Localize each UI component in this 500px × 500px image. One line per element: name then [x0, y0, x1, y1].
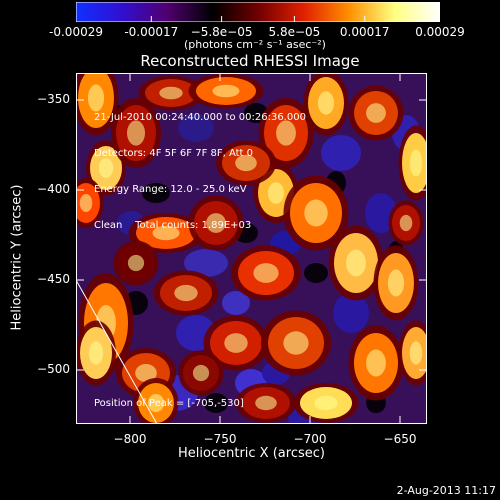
heatmap-blob — [255, 395, 277, 411]
heatmap-blob — [135, 364, 157, 382]
heatmap-blob — [333, 293, 369, 333]
heatmap-blob — [222, 291, 250, 315]
heatmap-blob — [87, 84, 105, 112]
colorbar — [76, 2, 440, 22]
colorbar-tick-label: −5.8e−05 — [190, 25, 253, 39]
colorbar-units: (photons cm⁻² s⁻¹ asec⁻²) — [184, 38, 326, 51]
heatmap-blob — [159, 86, 183, 100]
heatmap-blob — [178, 114, 214, 142]
x-axis-tick-label: −650 — [383, 432, 417, 446]
annotation-clean-counts: Clean Total counts: 1.89E+03 — [94, 220, 252, 231]
y-axis-tick-label: −500 — [37, 362, 70, 376]
heatmap-blob — [127, 120, 145, 146]
heatmap-blob — [276, 120, 296, 146]
heatmap-blob — [399, 214, 413, 232]
heatmap-blob — [184, 249, 228, 277]
y-axis-tick-label: −350 — [37, 92, 70, 106]
heatmap-blob — [79, 194, 93, 212]
x-axis-tick-label: −750 — [203, 432, 237, 446]
heatmap-blob — [283, 331, 309, 355]
heatmap-blob — [304, 263, 328, 283]
heatmap-plot — [76, 73, 427, 424]
footer-date: 2-Aug-2013 11:17 — [396, 484, 496, 497]
heatmap-blob — [387, 269, 405, 297]
limb-line — [76, 279, 158, 424]
colorbar-tick-label: 5.8e−05 — [268, 25, 321, 39]
heatmap-blob — [366, 103, 386, 123]
annotation-time-range: 21-Jul-2010 00:24:40.000 to 00:26:36.000 — [94, 112, 306, 123]
y-axis-tick-label: −450 — [37, 272, 70, 286]
y-axis-tick-label: −400 — [37, 182, 70, 196]
annotation-block: 21-Jul-2010 00:24:40.000 to 00:26:36.000… — [94, 88, 306, 244]
heatmap-blob — [152, 225, 180, 241]
x-axis-tick-label: −800 — [113, 432, 147, 446]
heatmap-blob — [192, 364, 210, 382]
colorbar-tick-label: -0.00029 — [49, 25, 103, 39]
chart-title: Reconstructed RHESSI Image — [140, 52, 360, 70]
y-axis-label: Heliocentric Y (arcsec) — [9, 184, 25, 331]
heatmap-blob — [409, 149, 423, 177]
x-axis-tick-label: −700 — [293, 432, 327, 446]
heatmap-blob — [267, 182, 285, 204]
heatmap-blob — [147, 394, 165, 412]
colorbar-tick-label: 0.00029 — [415, 25, 465, 39]
heatmap-blob — [321, 135, 361, 171]
heatmap-blob — [98, 158, 114, 178]
colorbar-tick-label: 0.00017 — [339, 25, 390, 39]
colorbar-tick-label: -0.00017 — [124, 25, 179, 39]
annotation-energy-range: Energy Range: 12.0 - 25.0 keV — [94, 184, 247, 195]
heatmap-blob — [88, 341, 104, 365]
annotation-detectors: Detectors: 4F 5F 6F 7F 8F, Att 0 — [94, 148, 254, 159]
x-axis-label: Heliocentric X (arcsec) — [178, 446, 325, 461]
heatmap-blob — [409, 341, 423, 365]
heatmap-blob — [142, 183, 170, 203]
heatmap-blob — [127, 254, 145, 272]
heatmap-blob — [174, 284, 198, 302]
heatmap-blob — [366, 349, 386, 377]
heatmap-blob — [253, 263, 279, 283]
peak-position-label: Position of Peak = [-705,-530] — [94, 398, 244, 409]
heatmap-blob — [304, 199, 328, 227]
heatmap-blob — [317, 91, 335, 115]
heatmap-blob — [346, 249, 366, 277]
heatmap-blob — [212, 84, 240, 98]
heatmap-blob — [206, 213, 226, 233]
heatmap-blob — [204, 393, 228, 413]
heatmap-blob — [235, 154, 257, 172]
heatmap-blob — [314, 395, 338, 411]
heatmap-blob — [224, 333, 248, 353]
